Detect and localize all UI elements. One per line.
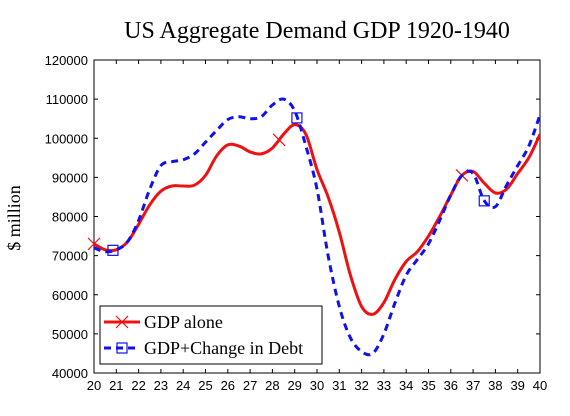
series-layer [87,97,540,357]
series-gdp-change-in-debt [94,97,540,357]
x-axis: 20 21 22 23 24 25 26 27 28 29 30 31 32 33 34 35 36 37 38 39… [87,60,547,393]
x-tick-label: 20 [87,378,101,393]
legend-swatch-marker [115,315,129,329]
data-point-marker [478,195,490,207]
x-tick-label: 37 [466,378,480,393]
x-tick-label: 31 [332,378,346,393]
series-markers-gdp-change-in-debt [107,112,490,256]
x-tick-label: 21 [109,378,123,393]
y-tick-label: 90000 [52,170,88,185]
x-tick-label: 38 [488,378,502,393]
y-tick-label: 80000 [52,210,88,225]
x-tick-label: 24 [176,378,190,393]
legend: GDP alone GDP+Change in Debt [99,305,323,365]
series-markers-gdp-alone [87,133,469,251]
x-tick-label: 32 [354,378,368,393]
legend-label: GDP+Change in Debt [144,338,303,358]
legend-label: GDP alone [144,312,223,332]
series-gdp-alone [94,123,540,316]
data-point-marker [87,237,101,251]
y-tick-label: 110000 [46,92,88,107]
y-tick-label: 50000 [52,327,88,342]
x-tick-label: 30 [310,378,324,393]
series-line-gdp-alone [94,123,540,316]
x-tick-label: 33 [377,378,391,393]
x-tick-label: 22 [131,378,145,393]
data-point-marker [272,133,286,147]
x-tick-label: 28 [265,378,279,393]
x-tick-label: 36 [444,378,458,393]
x-tick-label: 40 [533,378,547,393]
y-tick-label: 70000 [52,249,88,264]
x-tick-label: 35 [421,378,435,393]
y-tick-label: 40000 [52,366,88,381]
x-tick-label: 25 [198,378,212,393]
x-tick-label: 27 [243,378,257,393]
legend-box [99,305,323,365]
x-tick-label: 39 [510,378,524,393]
y-tick-label: 120000 [45,53,88,68]
x-tick-label: 29 [287,378,301,393]
x-tick-label: 23 [154,378,168,393]
y-tick-label: 60000 [52,288,88,303]
data-point-marker [291,112,303,124]
series-line-gdp-change-in-debt [94,97,540,357]
y-axis: 40000 50000 60000 70000 80000 90000 100000 1100… [45,53,540,381]
x-tick-label: 26 [221,378,235,393]
data-point-marker [107,244,119,256]
y-axis-label: $ million [4,185,24,251]
x-tick-label: 34 [399,378,413,393]
chart-title: US Aggregate Demand GDP 1920-1940 [124,18,510,44]
legend-swatch-marker [116,342,128,354]
y-tick-label: 100000 [45,131,88,146]
